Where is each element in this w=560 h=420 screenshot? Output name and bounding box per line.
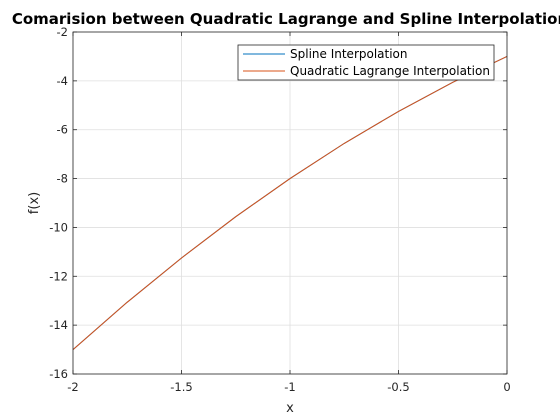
axis-ticks: -2 -1.5 -1 -0.5 0 -16 -14 -12 -10 -8 -6 -4 -2 bbox=[49, 25, 510, 394]
y-tick-label: -16 bbox=[49, 367, 68, 381]
y-tick-label: -2 bbox=[57, 25, 68, 39]
y-tick-label: -8 bbox=[57, 172, 68, 186]
x-axis-label: x bbox=[286, 401, 294, 416]
y-tick-label: -4 bbox=[57, 74, 68, 88]
legend: Spline Interpolation Quadratic Lagrange … bbox=[237, 44, 495, 81]
x-tick-label: 0 bbox=[503, 380, 510, 394]
legend-box bbox=[237, 44, 495, 81]
legend-label-spline: Spline Interpolation bbox=[290, 47, 408, 61]
x-tick-label: -1.5 bbox=[170, 380, 192, 394]
y-tick-label: -14 bbox=[49, 318, 68, 332]
grid bbox=[72, 31, 508, 375]
x-tick-label: -1 bbox=[284, 380, 295, 394]
series-line-1 bbox=[72, 55, 508, 350]
legend-label-lagrange: Quadratic Lagrange Interpolation bbox=[290, 64, 490, 78]
y-tick-label: -10 bbox=[49, 220, 68, 234]
y-tick-label: -6 bbox=[57, 123, 68, 137]
series-lines bbox=[72, 55, 508, 350]
y-axis-label: f(x) bbox=[27, 192, 42, 214]
chart-title: Comarision between Quadratic Lagrange an… bbox=[12, 10, 560, 28]
x-tick-label: -0.5 bbox=[387, 380, 409, 394]
x-tick-label: -2 bbox=[67, 380, 78, 394]
y-tick-label: -12 bbox=[49, 269, 68, 283]
